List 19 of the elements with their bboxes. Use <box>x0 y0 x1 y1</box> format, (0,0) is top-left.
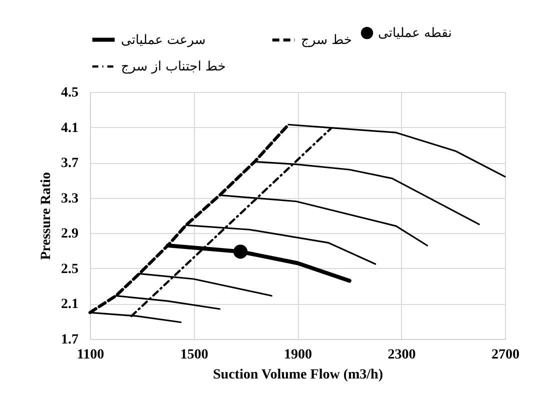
x-axis-title: Suction Volume Flow (m3/h) <box>213 368 384 382</box>
y-tick-label: 2.5 <box>61 262 78 277</box>
legend-label: سرعت عملیاتی <box>121 32 206 48</box>
y-tick-label: 3.3 <box>61 191 78 206</box>
y-tick-label: 1.7 <box>61 332 78 348</box>
y-tick-label: 2.9 <box>61 226 78 242</box>
legend-label: خط اجتناب از سرج <box>121 60 226 74</box>
legend-label: نقطه عملیاتی <box>378 26 452 41</box>
legend-label: خط سرج <box>301 33 352 48</box>
x-tick-label: 2700 <box>492 348 520 362</box>
x-tick-label: 1500 <box>180 348 208 362</box>
y-tick-label: 4.1 <box>61 120 78 136</box>
x-tick-label: 2300 <box>388 348 416 362</box>
y-tick-label: 3.7 <box>61 156 78 172</box>
y-axis-title: Pressure Ratio <box>39 172 54 260</box>
y-tick-label: 2.1 <box>61 297 78 312</box>
x-tick-label: 1900 <box>284 348 312 362</box>
x-tick-label: 1100 <box>76 348 104 362</box>
y-tick-label: 4.5 <box>61 86 78 100</box>
